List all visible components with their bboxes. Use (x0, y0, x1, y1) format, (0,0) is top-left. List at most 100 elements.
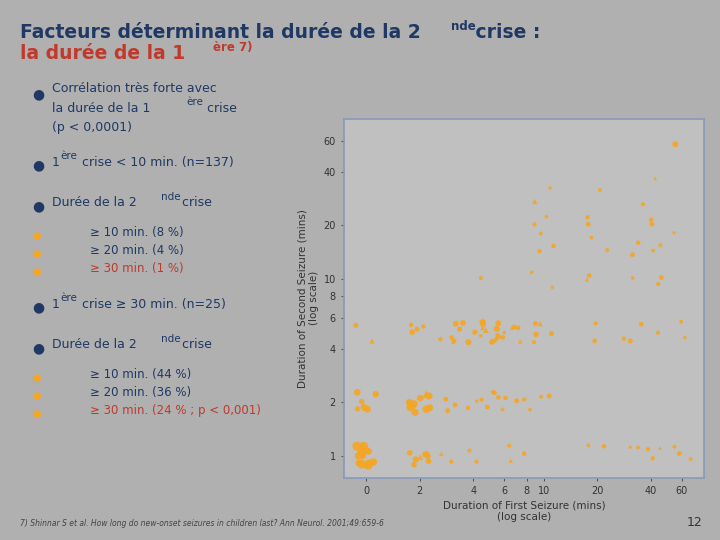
Point (457, 319, 469, 327)
Point (354, 459, 365, 468)
Point (440, 395, 451, 403)
Point (675, 318, 687, 326)
Point (624, 443, 636, 451)
Point (350, 321, 361, 329)
Point (548, 241, 559, 250)
Point (518, 449, 530, 457)
Point (351, 388, 363, 396)
Text: crise < 10 min. (n=137): crise < 10 min. (n=137) (78, 156, 234, 169)
Point (423, 457, 434, 465)
Point (366, 337, 378, 346)
Text: Durée de la 2: Durée de la 2 (52, 338, 137, 352)
Text: crise: crise (178, 338, 212, 352)
Point (513, 323, 524, 332)
Point (449, 336, 460, 345)
Point (546, 329, 557, 338)
Point (408, 461, 420, 469)
Text: 12: 12 (686, 516, 702, 530)
Point (408, 400, 420, 408)
Point (356, 460, 368, 469)
Text: Durée de la 2: Durée de la 2 (52, 196, 137, 210)
Text: ●: ● (32, 373, 41, 383)
Point (446, 457, 457, 466)
Point (670, 140, 681, 149)
Point (647, 454, 659, 463)
Point (442, 407, 454, 415)
Point (418, 322, 429, 331)
Point (477, 320, 489, 329)
Point (360, 446, 372, 454)
Point (518, 395, 530, 404)
Point (497, 333, 508, 342)
Point (673, 449, 685, 458)
Point (508, 322, 520, 331)
Point (410, 408, 421, 417)
Text: ère: ère (60, 293, 77, 303)
Point (582, 220, 594, 228)
Point (423, 392, 435, 400)
Point (601, 246, 613, 254)
Point (435, 335, 446, 343)
Point (514, 337, 526, 346)
Point (353, 451, 364, 460)
Point (510, 396, 522, 405)
Point (492, 330, 503, 339)
Text: la durée de la 1: la durée de la 1 (20, 44, 185, 63)
Point (528, 338, 540, 347)
Point (500, 394, 511, 402)
Point (487, 388, 499, 396)
Point (530, 319, 541, 328)
Point (351, 442, 363, 450)
Point (356, 448, 367, 457)
Point (618, 334, 629, 343)
Point (652, 280, 664, 288)
Point (590, 319, 601, 328)
Point (450, 319, 462, 328)
Point (406, 402, 418, 410)
Point (480, 326, 492, 334)
Text: ●: ● (32, 199, 45, 213)
Point (475, 274, 487, 282)
Point (475, 332, 487, 340)
Point (531, 330, 542, 339)
Point (422, 452, 433, 461)
Text: (p < 0,0001): (p < 0,0001) (52, 120, 132, 134)
Text: ●: ● (32, 249, 41, 259)
Point (469, 328, 481, 336)
Point (506, 323, 518, 332)
Point (422, 449, 433, 457)
Point (594, 186, 606, 194)
Point (492, 319, 504, 328)
Text: crise ≥ 30 min. (n=25): crise ≥ 30 min. (n=25) (78, 298, 226, 311)
Point (352, 404, 364, 413)
Point (476, 395, 487, 404)
Point (363, 459, 374, 468)
Text: nde: nde (161, 192, 181, 202)
Text: 1: 1 (52, 298, 60, 311)
Point (544, 392, 555, 400)
Point (627, 274, 639, 282)
Point (420, 390, 432, 399)
Text: ère 7): ère 7) (213, 41, 253, 55)
Point (534, 247, 545, 255)
Point (646, 220, 657, 228)
Point (541, 212, 552, 221)
Point (632, 443, 644, 452)
Point (528, 220, 540, 228)
Point (407, 328, 418, 336)
Text: ≥ 20 min. (36 %): ≥ 20 min. (36 %) (90, 386, 191, 399)
Point (436, 449, 447, 458)
Point (405, 321, 417, 329)
Point (491, 325, 503, 333)
Point (505, 456, 516, 465)
Text: la durée de la 1: la durée de la 1 (52, 102, 150, 115)
Point (535, 229, 546, 238)
Point (582, 213, 593, 221)
Point (546, 283, 558, 292)
Point (358, 442, 369, 450)
Point (482, 402, 493, 411)
Point (477, 318, 488, 327)
Point (585, 233, 597, 242)
Point (464, 446, 475, 455)
Point (454, 325, 465, 334)
